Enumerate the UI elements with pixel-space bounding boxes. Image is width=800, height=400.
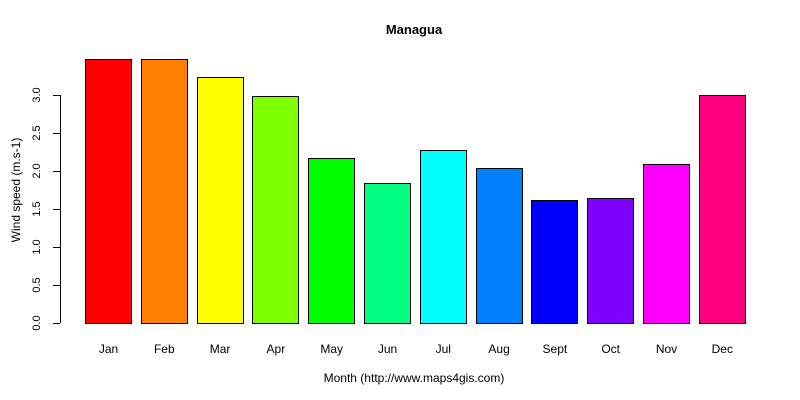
bar-apr <box>252 95 300 324</box>
x-tick-label: Oct <box>601 342 621 356</box>
x-tick-label: Nov <box>655 342 678 356</box>
y-tick-label: 3.0 <box>31 87 43 103</box>
bar-jun <box>364 183 411 324</box>
x-tick-label: May <box>320 342 344 356</box>
x-tick-label: Jan <box>98 342 119 356</box>
bar-sept <box>531 199 579 324</box>
y-tick-mark <box>53 171 60 172</box>
bar-mar <box>196 76 244 324</box>
y-tick-mark <box>53 209 60 210</box>
x-tick-label: Dec <box>711 342 733 356</box>
y-tick-label: 0.5 <box>31 277 43 293</box>
bar-nov <box>643 164 690 324</box>
y-tick-mark <box>53 133 60 134</box>
y-tick-label: 1.5 <box>31 201 43 217</box>
y-axis-label: Wind speed (m.s-1) <box>9 137 23 243</box>
bar-jul <box>419 149 467 324</box>
bar-feb <box>140 59 188 324</box>
y-axis-line <box>60 95 61 323</box>
x-tick-label: Apr <box>266 342 286 356</box>
y-tick-mark <box>53 247 60 248</box>
x-tick-label: Aug <box>488 342 510 356</box>
y-tick-mark <box>53 285 60 286</box>
bar-dec <box>698 95 746 324</box>
bar-oct <box>587 198 635 324</box>
x-tick-label: Feb <box>153 342 175 356</box>
x-tick-label: Sept <box>542 342 568 356</box>
y-tick-mark <box>53 323 60 324</box>
x-axis-label: Month (http://www.maps4gis.com) <box>323 371 505 385</box>
bar-jan <box>85 59 132 324</box>
x-tick-label: Jul <box>435 342 451 356</box>
y-tick-label: 1.0 <box>31 239 43 255</box>
x-tick-label: Mar <box>209 342 231 356</box>
y-tick-label: 2.5 <box>31 125 43 141</box>
y-tick-mark <box>53 95 60 96</box>
bar-may <box>308 158 356 324</box>
y-tick-label: 2.0 <box>31 163 43 179</box>
x-tick-label: Jun <box>377 342 398 356</box>
y-tick-label: 0.0 <box>31 315 43 331</box>
chart-title: Managua <box>385 22 443 37</box>
bar-aug <box>475 167 523 324</box>
